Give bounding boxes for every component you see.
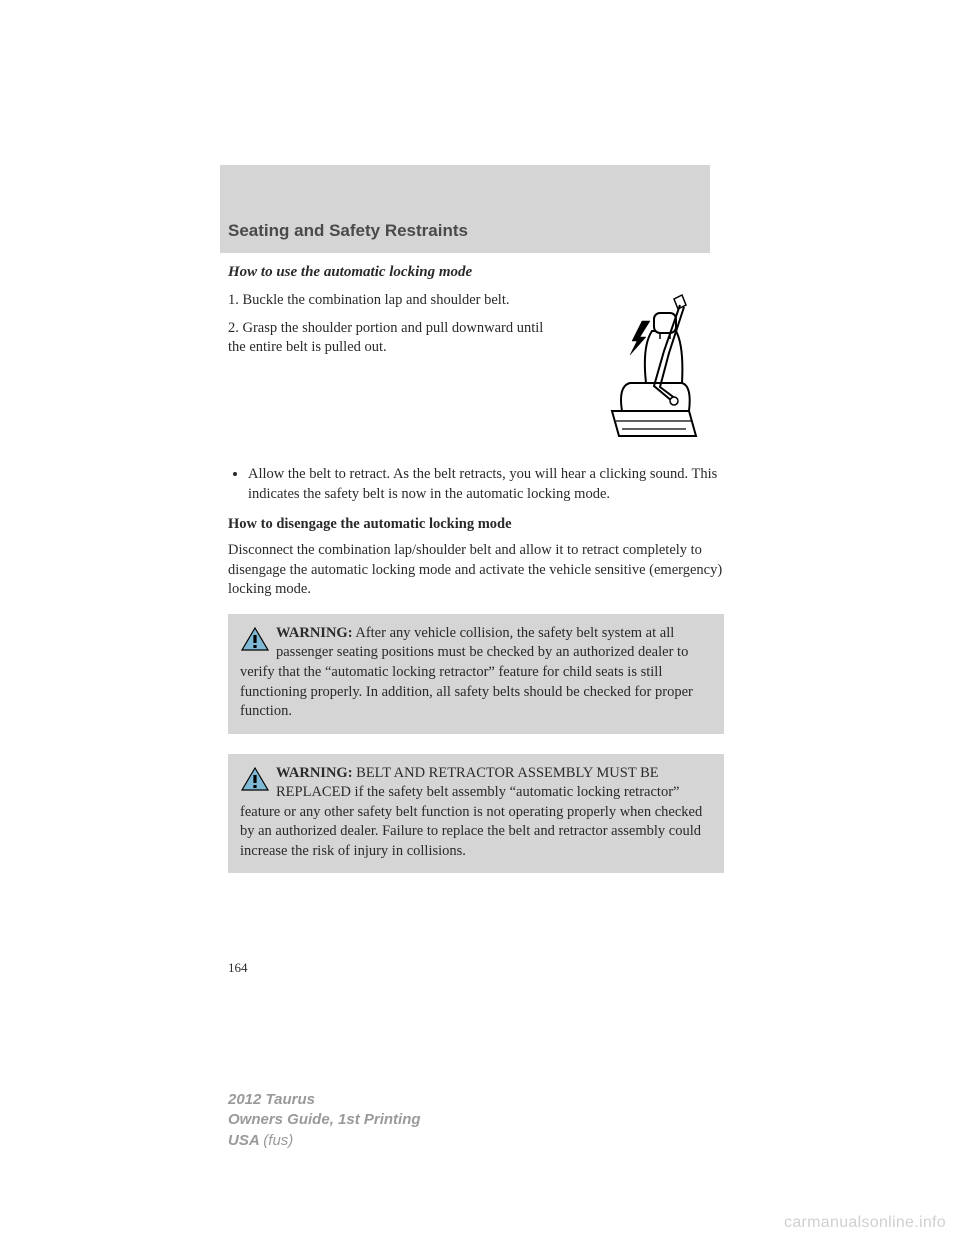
step-1: 1. Buckle the combination lap and should…	[228, 291, 564, 311]
disengage-heading: How to disengage the automatic locking m…	[228, 516, 724, 533]
page-content: How to use the automatic locking mode 1.…	[228, 264, 724, 893]
warning-label: WARNING:	[276, 625, 353, 641]
seat-illustration-svg	[574, 291, 724, 451]
warning-icon	[240, 626, 270, 652]
watermark: carmanualsonline.info	[784, 1214, 946, 1232]
footer-region: USA	[228, 1132, 263, 1149]
disengage-text: Disconnect the combination lap/shoulder …	[228, 541, 724, 600]
footer-guide: Owners Guide, 1st Printing	[228, 1111, 421, 1128]
section-subtitle: How to use the automatic locking mode	[228, 264, 724, 281]
seat-belt-illustration	[574, 291, 724, 451]
footer: 2012 Taurus Owners Guide, 1st Printing U…	[228, 1090, 421, 1151]
steps-text: 1. Buckle the combination lap and should…	[228, 291, 564, 451]
footer-model: 2012 Taurus	[228, 1091, 315, 1108]
warning-label: WARNING:	[276, 765, 353, 781]
steps-row: 1. Buckle the combination lap and should…	[228, 291, 724, 451]
bullet-item: Allow the belt to retract. As the belt r…	[248, 465, 724, 504]
chapter-header: Seating and Safety Restraints	[220, 165, 710, 253]
step-2: 2. Grasp the shoulder portion and pull d…	[228, 319, 564, 358]
bullet-list: Allow the belt to retract. As the belt r…	[228, 465, 724, 504]
warning-box-1: WARNING: After any vehicle collision, th…	[228, 614, 724, 734]
warning-box-2: WARNING: BELT AND RETRACTOR ASSEMBLY MUS…	[228, 754, 724, 874]
footer-code: (fus)	[263, 1132, 293, 1149]
warning-icon	[240, 766, 270, 792]
page-number: 164	[228, 960, 248, 976]
chapter-title: Seating and Safety Restraints	[228, 221, 468, 241]
